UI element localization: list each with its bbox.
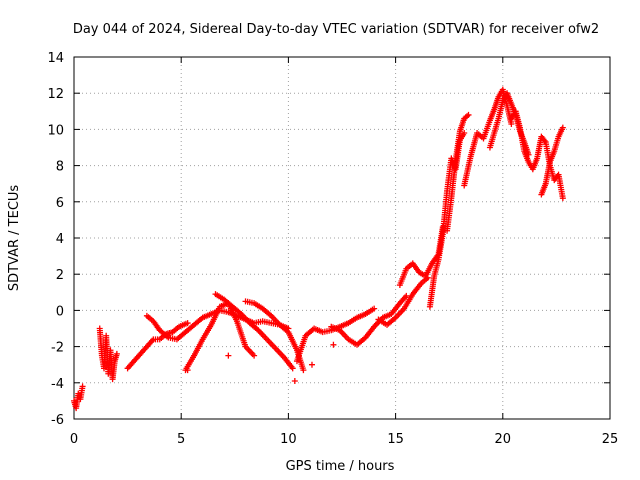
data-point bbox=[289, 365, 296, 372]
x-tick-label: 25 bbox=[602, 432, 619, 447]
y-tick-label: -2 bbox=[51, 341, 64, 356]
grid bbox=[74, 57, 610, 419]
data-point bbox=[113, 350, 120, 357]
x-tick-label: 15 bbox=[387, 432, 404, 447]
y-tick-label: 0 bbox=[56, 304, 64, 319]
chart-title: Day 044 of 2024, Sidereal Day-to-day VTE… bbox=[73, 22, 599, 37]
data-point bbox=[308, 361, 315, 368]
y-tick-label: -4 bbox=[51, 377, 64, 392]
data-point bbox=[184, 320, 191, 327]
data-point bbox=[403, 292, 410, 299]
data-point bbox=[225, 352, 232, 359]
data-point bbox=[184, 367, 191, 374]
y-tick-label: 8 bbox=[56, 160, 64, 175]
x-axis-label: GPS time / hours bbox=[286, 459, 395, 474]
x-tick-label: 10 bbox=[280, 432, 297, 447]
y-tick-label: 4 bbox=[56, 232, 64, 247]
data-point bbox=[371, 305, 378, 312]
y-tick-label: 6 bbox=[56, 196, 64, 211]
x-tick-label: 0 bbox=[70, 432, 78, 447]
y-tick-label: -6 bbox=[51, 413, 64, 428]
y-tick-label: 12 bbox=[47, 87, 64, 102]
data-point bbox=[559, 195, 566, 202]
y-axis-label: SDTVAR / TECUs bbox=[7, 185, 22, 292]
data-point bbox=[508, 120, 515, 127]
data-point bbox=[251, 352, 258, 359]
y-tick-label: 14 bbox=[47, 51, 64, 66]
data-points bbox=[71, 86, 566, 412]
data-point bbox=[559, 124, 566, 131]
data-point bbox=[465, 111, 472, 118]
data-point bbox=[291, 377, 298, 384]
data-point bbox=[300, 367, 307, 374]
x-tick-label: 5 bbox=[177, 432, 185, 447]
data-point bbox=[330, 341, 337, 348]
y-tick-label: 10 bbox=[47, 123, 64, 138]
x-tick-label: 20 bbox=[495, 432, 512, 447]
y-tick-label: 2 bbox=[56, 268, 64, 283]
ticks: 0 5 10 15 20 25 -6 -4 -2 0 2 4 6 8 10 12 14 bbox=[47, 51, 618, 447]
data-point bbox=[79, 383, 86, 390]
